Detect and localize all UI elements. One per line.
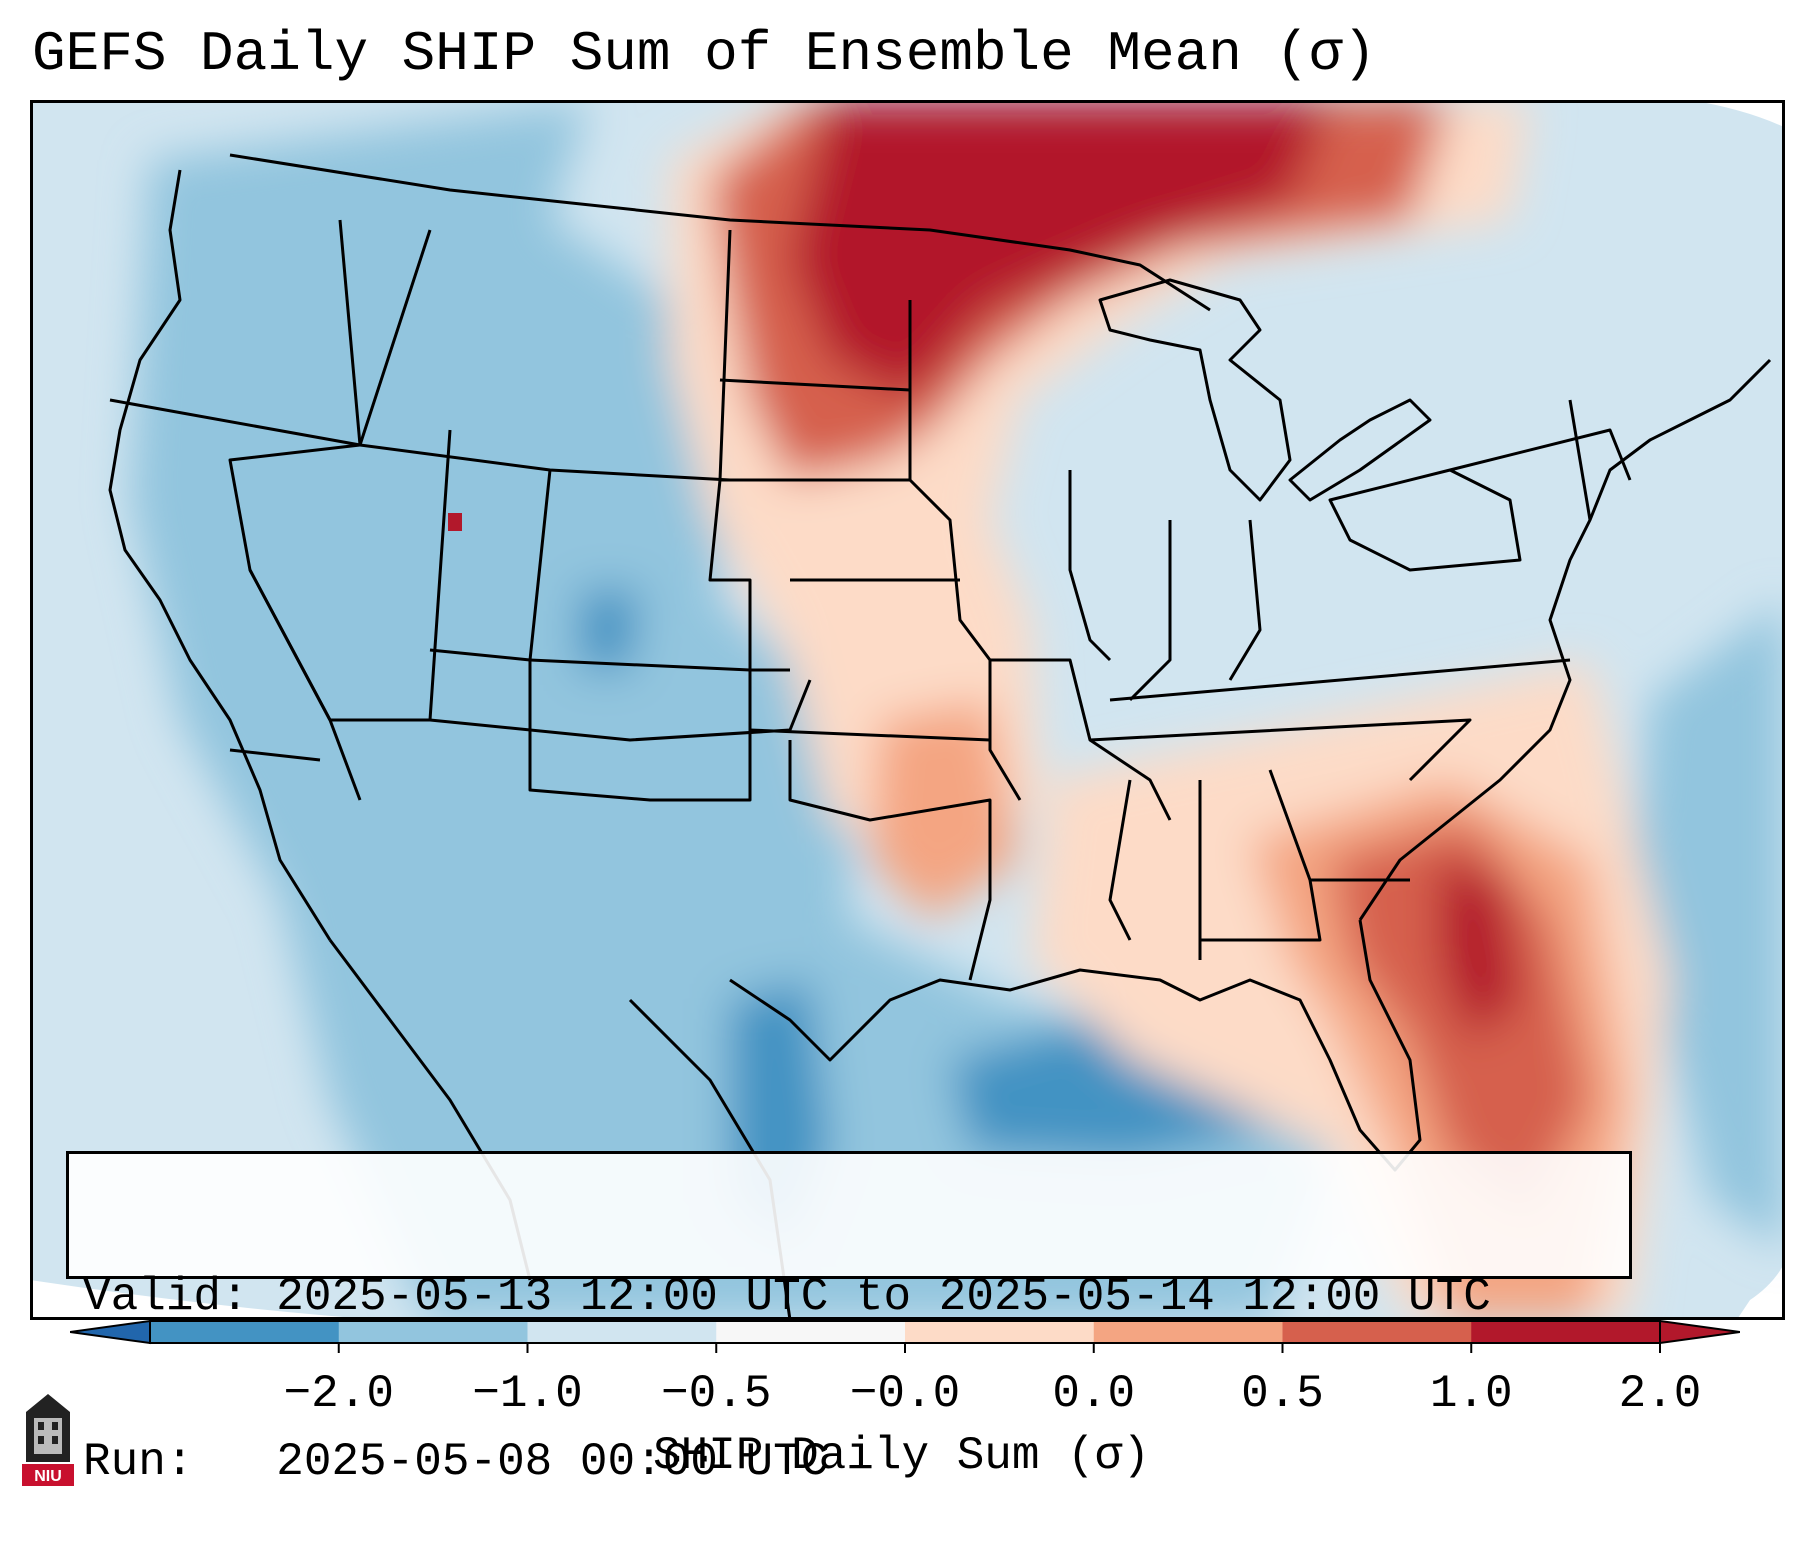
great-lakes	[1098, 278, 1292, 502]
colorbar-under-extension	[70, 1319, 151, 1345]
chart-title: GEFS Daily SHIP Sum of Ensemble Mean (σ)	[32, 22, 1377, 86]
colorbar-segment	[1093, 1321, 1283, 1343]
anomaly-region-atlantic-negative	[1630, 600, 1785, 1250]
canada-border	[229, 153, 1211, 312]
colorbar-segment	[150, 1321, 340, 1343]
colorbar-tick-label: 0.5	[1241, 1368, 1324, 1420]
colorbar-tick-label: −2.0	[283, 1368, 394, 1420]
anomaly-region-west-negative	[130, 100, 1330, 1320]
colorbar-title: SHIP Daily Sum (σ)	[653, 1430, 1150, 1482]
colorbar	[70, 1319, 1740, 1353]
colorbar-segment	[1471, 1321, 1661, 1343]
projection-edge	[30, 1280, 382, 1320]
colorbar-segment	[1282, 1321, 1472, 1343]
colorbar-tick-label: 2.0	[1618, 1368, 1702, 1420]
us-west-coastline	[108, 169, 332, 941]
colorbar-tick-label: −0.5	[661, 1368, 772, 1420]
colorbar-tick-label: −1.0	[472, 1368, 583, 1420]
colorbar-tick-label: 0.0	[1052, 1368, 1136, 1420]
valid-time-text: Valid: 2025-05-13 12:00 UTC to 2025-05-1…	[83, 1271, 1491, 1323]
us-east-coastline	[1358, 358, 1772, 921]
colorbar-tick-label: −0.0	[849, 1368, 961, 1420]
valid-run-info-box: Valid: 2025-05-13 12:00 UTC to 2025-05-1…	[66, 1151, 1632, 1488]
run-time-text: Run: 2025-05-08 00:00 UTC	[83, 1436, 829, 1488]
gulf-coastline	[729, 919, 1422, 1172]
logo-text: NIU	[34, 1468, 62, 1485]
colorbar-over-extension	[1659, 1319, 1740, 1345]
map-panel	[30, 100, 1785, 1320]
colorbar-segment	[527, 1321, 717, 1343]
grid-cell-utah-hotspot	[448, 513, 462, 531]
colorbar-segment	[338, 1321, 528, 1343]
niu-logo: NIU	[22, 1394, 74, 1486]
colorbar-tick-label: 1.0	[1429, 1368, 1513, 1420]
colorbar-segment	[905, 1321, 1095, 1343]
colorbar-segment	[716, 1321, 906, 1343]
